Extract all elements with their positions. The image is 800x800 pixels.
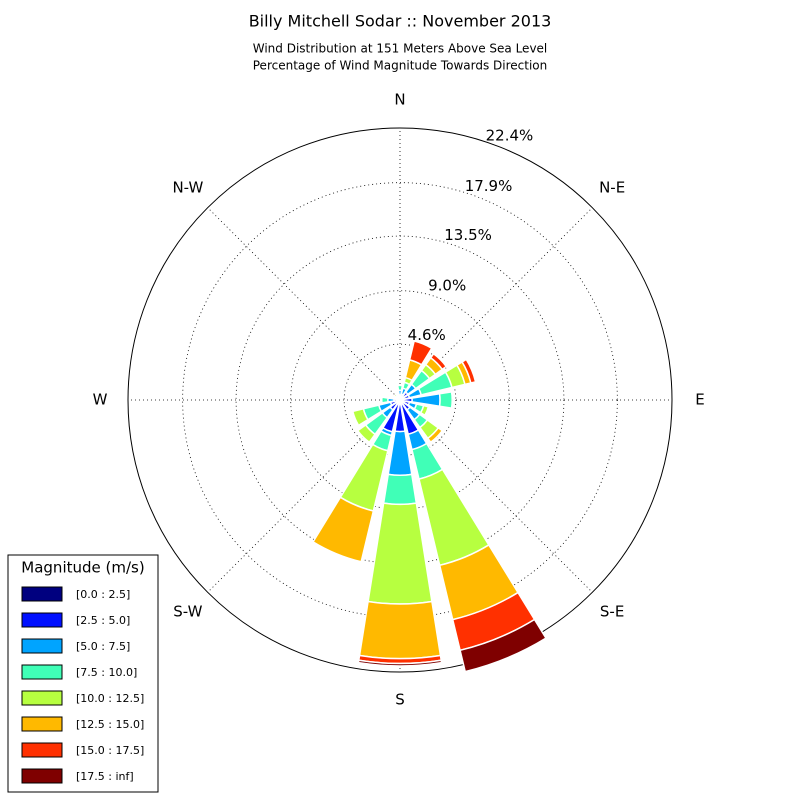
direction-label: N-E (599, 178, 625, 196)
legend-label: [10.0 : 12.5] (76, 692, 144, 705)
legend-swatch (21, 768, 63, 784)
legend-label: [2.5 : 5.0] (76, 614, 130, 627)
grid-circle (343, 343, 457, 457)
legend-swatch (21, 586, 63, 602)
wedge (358, 600, 442, 660)
legend-swatch (21, 664, 63, 680)
wedge (429, 352, 448, 371)
wedge (426, 426, 444, 444)
wedge (393, 393, 399, 399)
direction-label: S-E (600, 603, 624, 621)
legend-title: Magnitude (m/s) (21, 559, 144, 577)
r-tick-label: 22.4% (486, 126, 534, 144)
wedge (461, 358, 477, 384)
r-tick-label: 13.5% (444, 226, 492, 244)
grid-circle (290, 290, 510, 510)
r-tick-label: 9.0% (428, 277, 466, 295)
wedge (367, 502, 433, 605)
wedge (381, 396, 389, 404)
wedge (396, 384, 404, 392)
direction-label: E (695, 391, 704, 409)
legend-swatch (21, 638, 63, 654)
wedge (351, 407, 369, 427)
legend-swatch (21, 612, 63, 628)
wedge (387, 397, 395, 403)
legend-label: [5.0 : 7.5] (76, 640, 130, 653)
legend-swatch (21, 742, 63, 758)
grid-spoke (207, 207, 401, 401)
grid-spoke (399, 207, 593, 401)
wedge (459, 618, 547, 673)
legend-swatch (21, 690, 63, 706)
chart-subtitle: Wind Distribution at 151 Meters Above Se… (253, 42, 548, 56)
direction-label: S (395, 691, 405, 709)
wedge (397, 395, 401, 399)
legend-label: [7.5 : 10.0] (76, 666, 137, 679)
wedge (387, 430, 413, 477)
wedge (438, 390, 453, 410)
grid-circle (235, 235, 565, 565)
legend-label: [12.5 : 15.0] (76, 718, 144, 731)
chart-subtitle: Percentage of Wind Magnitude Towards Dir… (253, 59, 547, 73)
direction-label: N-W (172, 178, 203, 196)
wedge (357, 659, 443, 667)
legend-label: [0.0 : 2.5] (76, 588, 130, 601)
grid-spoke (399, 399, 593, 593)
legend-swatch (21, 716, 63, 732)
direction-label: N (394, 91, 405, 109)
chart-title: Billy Mitchell Sodar :: November 2013 (249, 12, 552, 31)
grid-spoke (207, 399, 401, 593)
wedge (312, 496, 375, 563)
outer-circle (127, 127, 673, 673)
direction-label: S-W (173, 603, 202, 621)
legend-label: [17.5 : inf] (76, 770, 134, 783)
wedge (382, 473, 418, 506)
r-tick-label: 4.6% (408, 326, 446, 344)
legend-label: [15.0 : 17.5] (76, 744, 144, 757)
wedge (356, 423, 377, 444)
direction-label: W (93, 391, 108, 409)
wedge (419, 404, 430, 417)
wedge (408, 340, 433, 366)
r-tick-label: 17.9% (465, 177, 513, 195)
grid-circle (182, 182, 618, 618)
